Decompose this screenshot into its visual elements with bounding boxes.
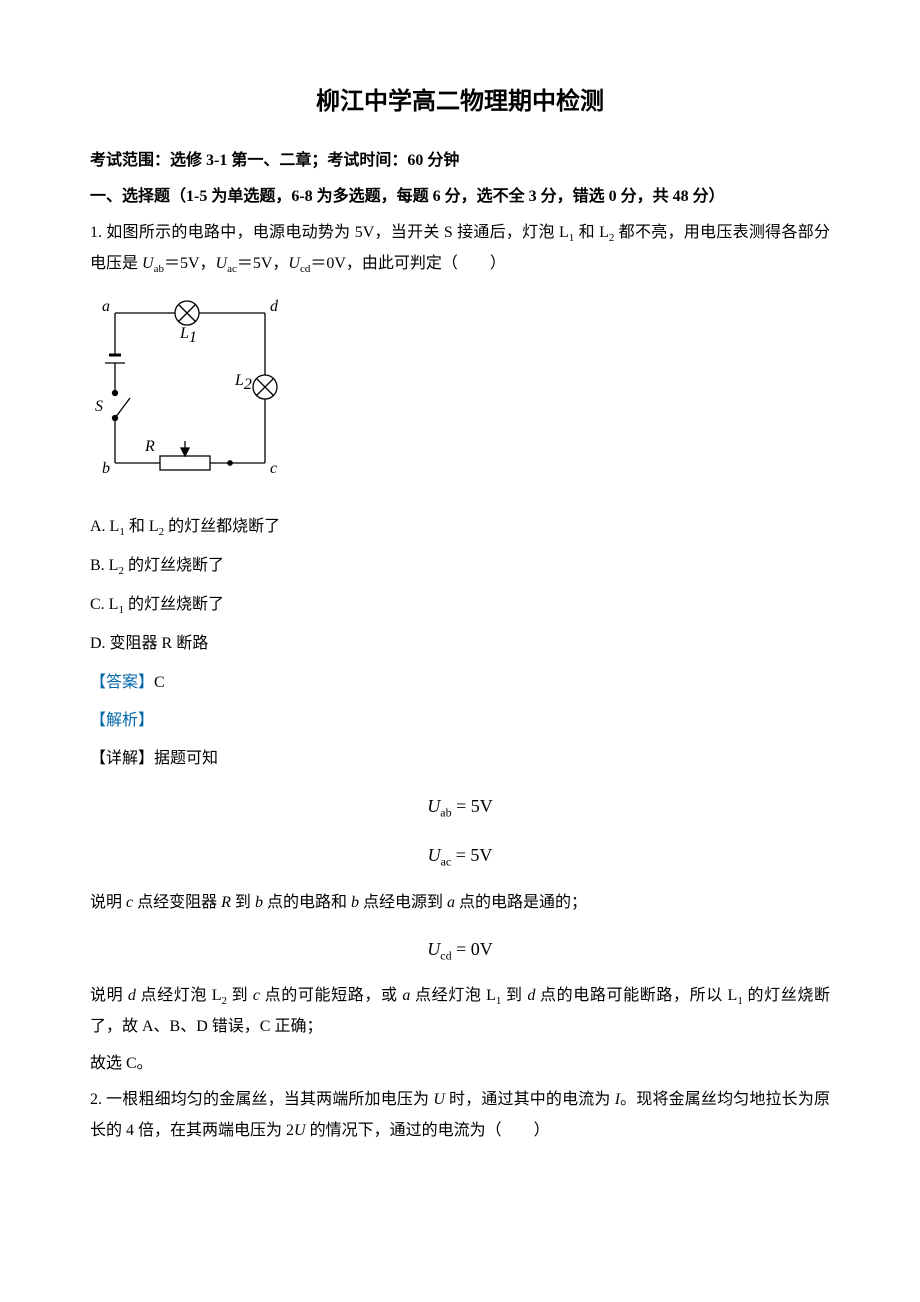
q2-number: 2.: [90, 1091, 102, 1108]
formula-ucd: Ucd = 0V: [90, 932, 830, 967]
scope-line: 考试范围：选修 3-1 第一、二章；考试时间：60 分钟: [90, 146, 830, 176]
q1-option-a: A. L1 和 L2 的灯丝都烧断了: [90, 512, 830, 543]
q1-detail-label: 【详解】据题可知: [90, 744, 830, 774]
formula-uac: Uac = 5V: [90, 838, 830, 873]
q1-explain-line2: 说明 d 点经灯泡 L2 到 c 点的可能短路，或 a 点经灯泡 L1 到 d …: [90, 981, 830, 1042]
q1-explain-line1: 说明 c 点经变阻器 R 到 b 点的电路和 b 点经电源到 a 点的电路是通的…: [90, 888, 830, 918]
node-c-label: c: [270, 460, 277, 477]
q1-explain-row: 【解析】: [90, 706, 830, 736]
q1-option-c: C. L1 的灯丝烧断了: [90, 590, 830, 621]
q1-option-b: B. L2 的灯丝烧断了: [90, 551, 830, 582]
q1-stem: 1. 如图所示的电路中，电源电动势为 5V，当开关 S 接通后，灯泡 L1 和 …: [90, 218, 830, 280]
bulb-l1-label: L1: [179, 325, 197, 346]
section-header: 一、选择题（1-5 为单选题，6-8 为多选题，每题 6 分，选不全 3 分，错…: [90, 182, 830, 212]
bulb-l2-label: L2: [234, 372, 252, 393]
q1-answer-row: 【答案】C: [90, 668, 830, 698]
switch-label: S: [95, 398, 103, 415]
q1-option-d: D. 变阻器 R 断路: [90, 629, 830, 659]
node-d-label: d: [270, 298, 279, 315]
formula-uab: Uab = 5V: [90, 789, 830, 824]
page-title: 柳江中学高二物理期中检测: [90, 80, 830, 126]
q1-circuit-diagram: a d b c S R L1 L2: [90, 293, 830, 494]
resistor-label: R: [144, 438, 155, 455]
answer-label: 【答案】: [90, 674, 154, 691]
node-a-label: a: [102, 298, 110, 315]
q1-conclusion: 故选 C。: [90, 1049, 830, 1079]
node-b-label: b: [102, 460, 110, 477]
q2-stem: 2. 一根粗细均匀的金属丝，当其两端所加电压为 U 时，通过其中的电流为 I。现…: [90, 1085, 830, 1146]
explain-label: 【解析】: [90, 712, 154, 729]
q1-number: 1.: [90, 224, 102, 241]
